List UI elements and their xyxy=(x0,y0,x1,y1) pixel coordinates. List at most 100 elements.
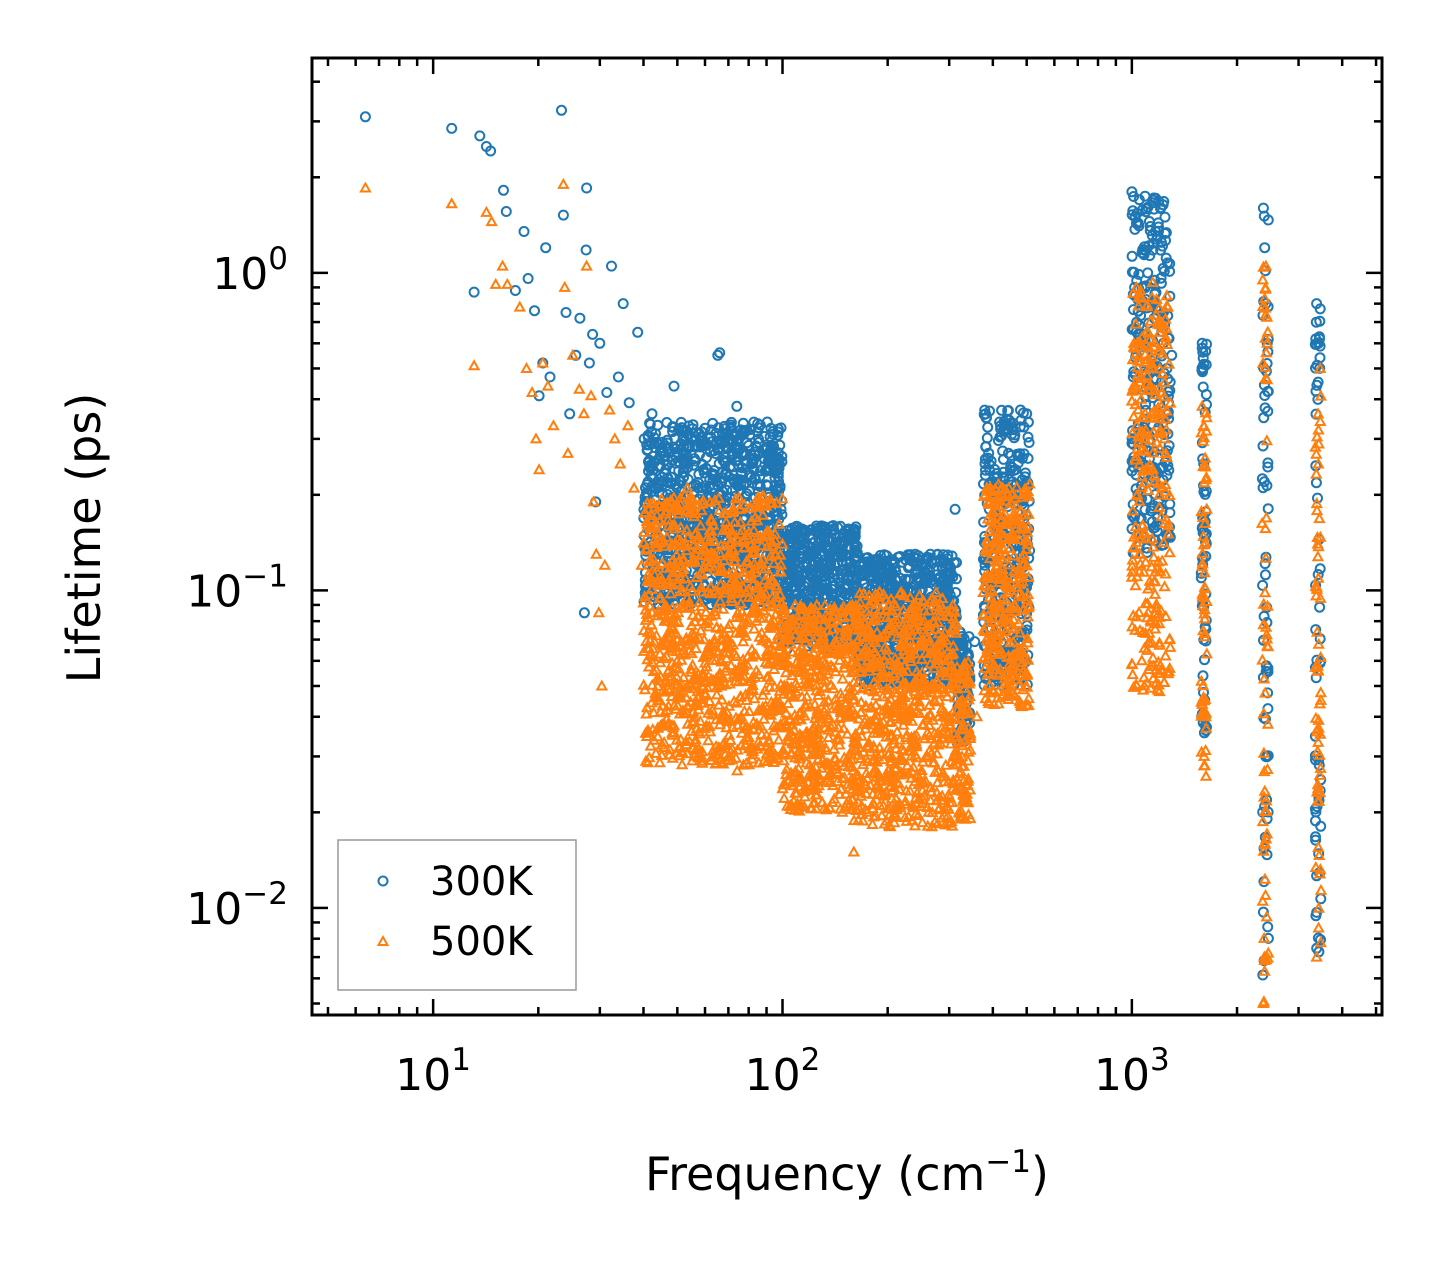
point-500k-band0 xyxy=(655,492,668,504)
point-300k-band0 xyxy=(741,424,753,436)
point-300k-band0 xyxy=(642,444,654,456)
point-300k-band5 xyxy=(1144,221,1156,232)
point-300k-band7 xyxy=(1262,503,1274,515)
point-300k xyxy=(932,548,944,560)
point-500k-band0 xyxy=(731,718,744,730)
point-300k-band5 xyxy=(1141,542,1153,554)
point-300k xyxy=(758,453,770,465)
point-500k-band0 xyxy=(763,637,776,649)
point-300k-band7 xyxy=(1262,461,1274,473)
point-300k-band5 xyxy=(1155,277,1167,289)
point-300k-band8 xyxy=(1315,934,1326,946)
point-300k-band0 xyxy=(699,422,711,434)
point-300k-band0 xyxy=(773,460,785,472)
point-300k-band0 xyxy=(696,459,708,471)
point-500k-band0 xyxy=(664,587,677,599)
point-300k-band8 xyxy=(1310,815,1321,827)
point-300k-band1 xyxy=(809,525,821,537)
point-300k xyxy=(557,209,569,221)
point-300k-band0 xyxy=(745,448,757,460)
point-300k-band1 xyxy=(829,542,841,554)
point-500k-band0 xyxy=(767,556,781,568)
point-300k xyxy=(843,571,855,583)
point-500k-band0 xyxy=(757,754,771,766)
point-300k xyxy=(1133,194,1145,206)
point-300k-band0 xyxy=(708,465,720,476)
point-300k xyxy=(623,397,635,409)
point-300k xyxy=(682,428,694,440)
point-300k-band8 xyxy=(1310,624,1322,636)
point-300k-band6 xyxy=(1198,358,1210,370)
point-500k-band0 xyxy=(696,494,710,506)
point-300k-band0 xyxy=(705,467,717,479)
point-300k-band0 xyxy=(739,447,751,459)
point-300k-band4 xyxy=(992,435,1004,446)
point-300k-band0 xyxy=(643,454,655,466)
point-500k-band0 xyxy=(637,596,650,608)
point-300k-band2 xyxy=(892,551,904,563)
point-300k xyxy=(540,242,552,254)
point-300k-band2 xyxy=(872,563,884,575)
point-500k-band0 xyxy=(724,733,737,745)
point-300k-band0 xyxy=(649,456,661,468)
point-500k-band0 xyxy=(689,733,702,745)
point-500k-band0 xyxy=(686,682,699,694)
point-300k-band4 xyxy=(1022,452,1034,464)
point-300k xyxy=(580,244,592,256)
point-300k xyxy=(587,328,599,340)
point-300k-band5 xyxy=(1140,206,1152,218)
point-300k-band2 xyxy=(924,548,936,560)
point-300k-band0 xyxy=(753,422,765,434)
point-300k-band4 xyxy=(982,452,994,464)
point-300k xyxy=(1138,248,1149,260)
point-500k-band0 xyxy=(772,733,786,745)
point-300k-band0 xyxy=(716,476,728,488)
point-300k xyxy=(509,285,521,296)
point-500k-band0 xyxy=(715,693,729,705)
point-300k xyxy=(474,130,486,142)
point-300k-band1 xyxy=(806,584,818,596)
point-300k xyxy=(518,226,530,237)
point-300k xyxy=(813,559,825,571)
point-500k-band0 xyxy=(755,588,768,600)
point-300k-band1 xyxy=(789,581,801,593)
point-300k-band1 xyxy=(848,553,860,565)
point-300k-band0 xyxy=(647,471,658,483)
point-300k xyxy=(544,371,556,383)
point-300k-band0 xyxy=(761,442,773,453)
point-300k-band1 xyxy=(781,554,793,566)
point-300k-band0 xyxy=(758,430,770,442)
point-300k-band1 xyxy=(825,543,837,555)
point-500k-band0 xyxy=(696,568,709,580)
point-500k-band0 xyxy=(653,756,667,768)
point-300k xyxy=(485,145,497,157)
point-300k xyxy=(468,286,480,298)
point-300k xyxy=(689,453,700,465)
point-500k-band0 xyxy=(694,519,707,531)
point-300k-band1 xyxy=(784,573,796,584)
point-300k-band1 xyxy=(816,579,828,590)
point-300k-band1 xyxy=(840,589,852,600)
point-300k-band5 xyxy=(1158,196,1170,207)
point-300k-band5 xyxy=(1126,250,1138,262)
point-300k xyxy=(498,184,509,196)
point-300k-band8 xyxy=(1314,601,1326,613)
point-300k xyxy=(943,559,955,571)
point-300k-band8 xyxy=(1310,834,1322,846)
point-300k xyxy=(522,273,534,284)
point-300k xyxy=(581,182,593,194)
point-300k-band0 xyxy=(707,470,719,482)
point-300k-band1 xyxy=(792,565,804,577)
point-300k-band0 xyxy=(755,465,766,477)
point-500k-band0 xyxy=(645,655,659,667)
point-300k-band5 xyxy=(1161,470,1173,481)
point-300k-band8 xyxy=(1311,379,1323,391)
point-300k-band0 xyxy=(728,428,740,440)
point-300k-band5 xyxy=(1162,257,1173,269)
point-300k xyxy=(675,476,687,488)
point-300k-band1 xyxy=(826,583,838,595)
point-300k xyxy=(617,298,629,310)
point-300k-band2 xyxy=(923,572,934,584)
point-300k-band4 xyxy=(980,412,992,424)
point-300k-band8 xyxy=(1314,352,1326,364)
